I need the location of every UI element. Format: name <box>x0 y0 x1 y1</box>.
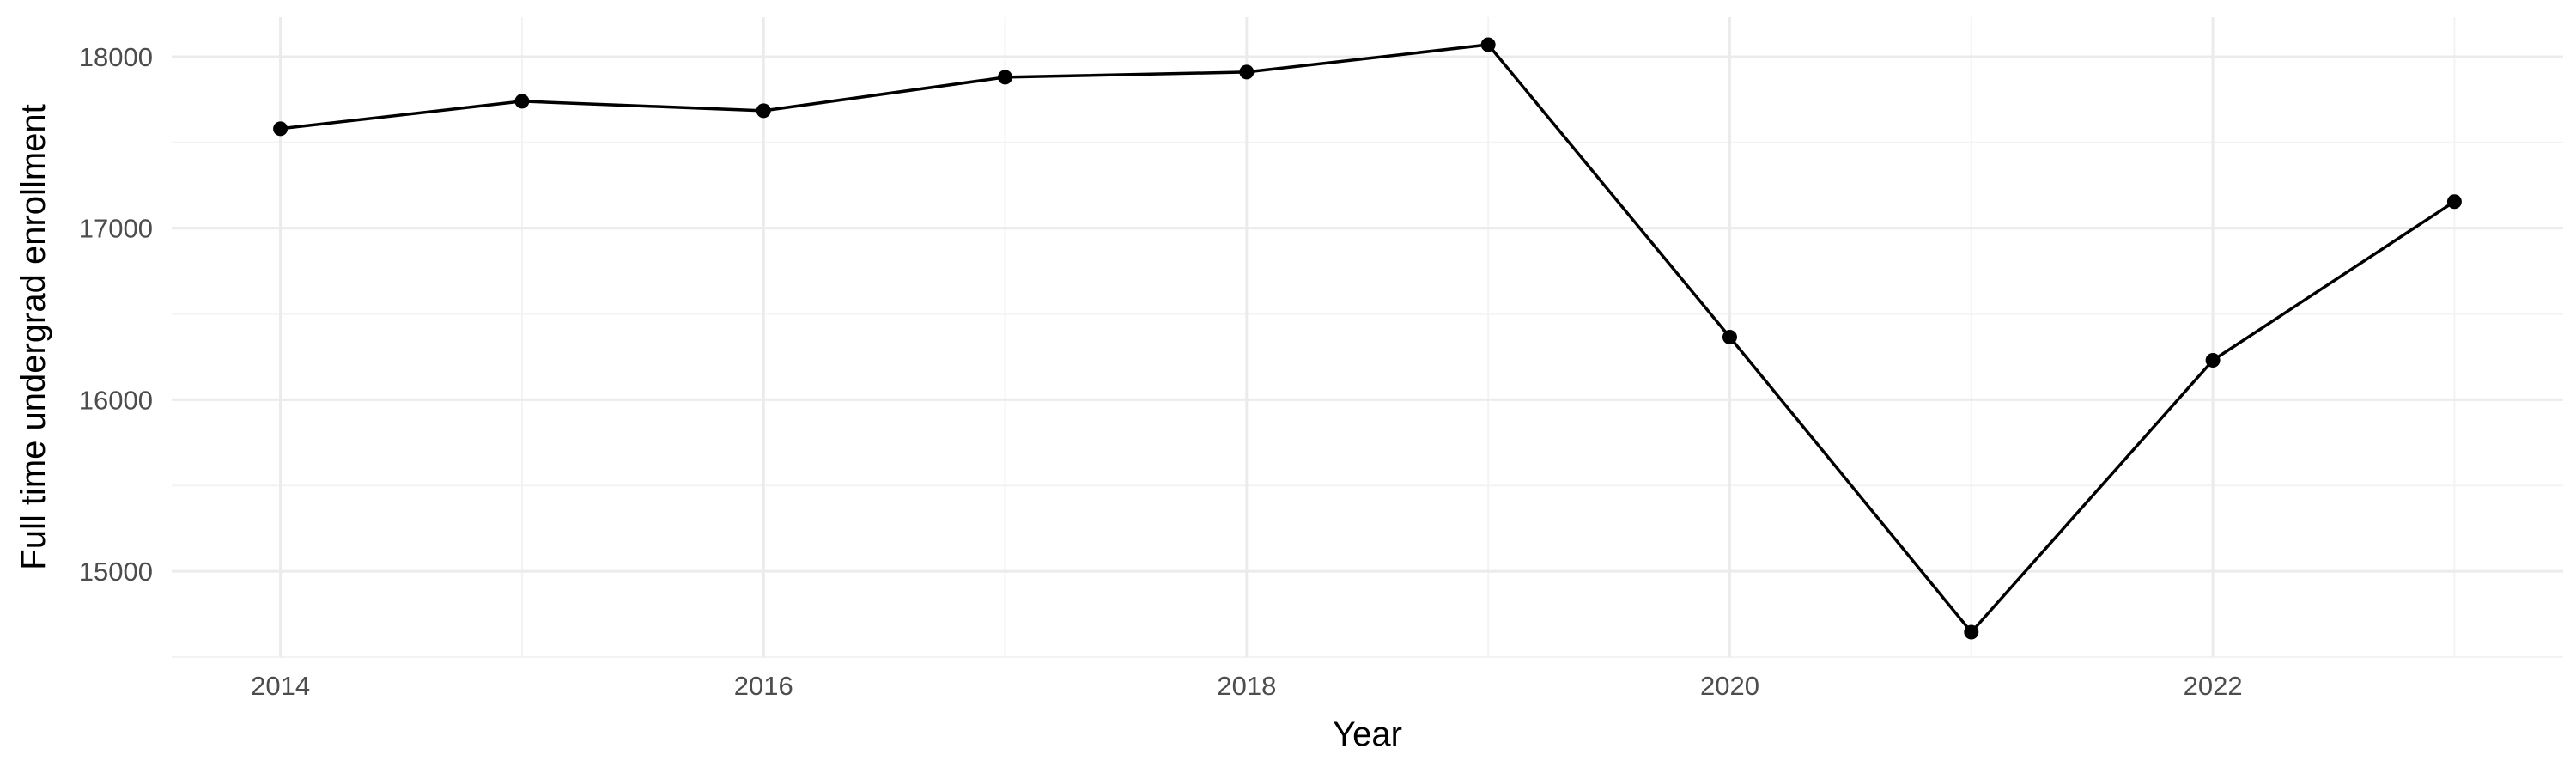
data-point <box>2446 194 2462 210</box>
grid-major <box>172 17 2563 657</box>
data-point <box>998 70 1013 85</box>
x-tick-label: 2020 <box>1700 671 1759 701</box>
data-points <box>273 37 2462 640</box>
y-tick-label: 16000 <box>79 385 153 415</box>
x-tick-label: 2018 <box>1217 671 1276 701</box>
x-axis-title: Year <box>1333 715 1402 753</box>
y-tick-label: 18000 <box>79 42 153 72</box>
x-tick-label: 2016 <box>734 671 793 701</box>
data-point <box>1964 624 1979 640</box>
data-point <box>1722 330 1737 344</box>
data-point <box>1480 37 1496 52</box>
x-tick-label: 2014 <box>251 671 310 701</box>
data-point <box>273 121 289 137</box>
series-lines <box>278 43 2457 634</box>
x-axis-ticks: 2014 2016 2018 2020 2022 <box>251 671 2242 701</box>
data-point <box>756 103 771 119</box>
y-tick-label: 15000 <box>79 557 153 587</box>
y-tick-label: 17000 <box>79 214 153 244</box>
data-point <box>514 94 530 109</box>
x-tick-label: 2022 <box>2184 671 2243 701</box>
data-point <box>1239 64 1255 80</box>
y-axis-ticks: 15000 16000 17000 18000 <box>79 42 153 587</box>
grid-minor <box>172 17 2563 658</box>
data-point <box>2205 352 2221 368</box>
y-axis-title: Full time undergrad enrollment <box>15 104 52 569</box>
series-line <box>278 43 2457 634</box>
